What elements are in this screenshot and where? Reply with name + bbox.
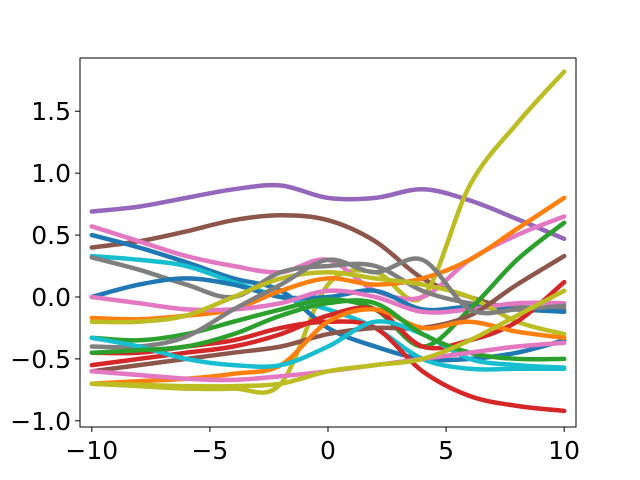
x-tick-label: −10 bbox=[65, 436, 118, 465]
series-layer bbox=[89, 69, 567, 414]
y-tick-label: 0.0 bbox=[31, 283, 71, 312]
x-tick-label: 5 bbox=[438, 436, 454, 465]
series-line-21 bbox=[89, 288, 567, 389]
series-line-18 bbox=[89, 319, 567, 370]
series-line-1 bbox=[89, 182, 567, 242]
series-line-11 bbox=[89, 269, 567, 337]
axes-layer: −10 −5 0 5 10 −1.0 −0.5 0.0 0.5 1.0 1.5 bbox=[10, 97, 580, 465]
x-tick-label: 0 bbox=[320, 436, 336, 465]
y-tick-label: 0.5 bbox=[31, 221, 71, 250]
y-tick-label: −0.5 bbox=[10, 345, 71, 374]
series-line-17 bbox=[89, 256, 567, 350]
x-tick-label: 10 bbox=[548, 436, 580, 465]
y-tick-label: 1.5 bbox=[31, 97, 71, 126]
series-line-14 bbox=[89, 253, 567, 374]
y-tick-label: −1.0 bbox=[10, 407, 71, 436]
x-tick-label: −5 bbox=[191, 436, 228, 465]
series-line-19 bbox=[89, 298, 567, 362]
y-tick-label: 1.0 bbox=[31, 159, 71, 188]
series-line-6 bbox=[89, 253, 567, 372]
series-line-12 bbox=[89, 220, 567, 349]
